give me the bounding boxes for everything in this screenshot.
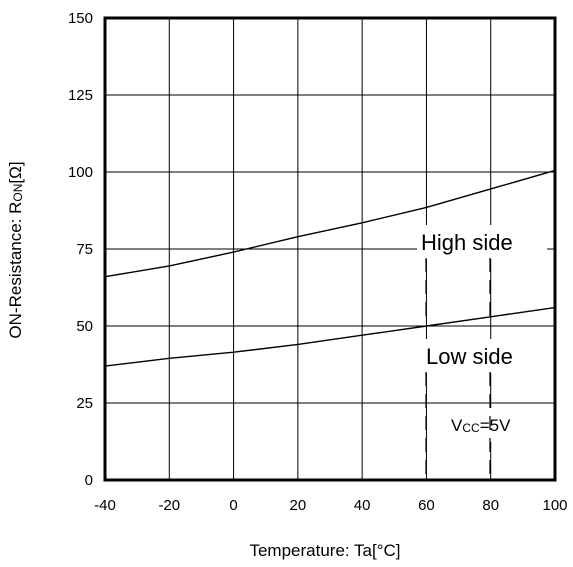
series-line-low-side (104, 306, 556, 367)
y-axis-title-main: ON-Resistance: R (6, 202, 25, 339)
data-series (104, 169, 556, 367)
x-tick-labels: -40 -20 0 20 40 60 80 100 (94, 497, 567, 514)
annotation-connectors (425, 258, 491, 478)
x-tick-label: 20 (290, 497, 307, 514)
annotation-backgrounds (417, 225, 550, 442)
y-tick-labels: 0 25 50 75 100 125 150 (68, 10, 93, 489)
condition-label-main: V (451, 416, 463, 435)
low-side-label: Low side (426, 344, 513, 369)
y-tick-label: 50 (76, 318, 93, 335)
condition-label-sub: CC (462, 421, 480, 435)
x-tick-label: -40 (94, 497, 116, 514)
x-tick-label: -20 (158, 497, 180, 514)
x-tick-label: 60 (418, 497, 435, 514)
x-tick-label: 0 (229, 497, 237, 514)
x-tick-label: 100 (542, 497, 567, 514)
plot-frame (103, 16, 557, 482)
y-tick-label: 25 (76, 395, 93, 412)
low-side-label-bg (420, 339, 550, 373)
x-axis-title: Temperature: Ta[°C] (249, 541, 400, 560)
y-axis-title: ON-Resistance: RON[Ω] (6, 161, 25, 338)
x-tick-label: 80 (482, 497, 499, 514)
series-line-high-side (104, 169, 556, 278)
y-tick-label: 125 (68, 87, 93, 104)
condition-label-bg (430, 408, 548, 442)
condition-label-rest: =5V (480, 416, 511, 435)
y-tick-label: 100 (68, 164, 93, 181)
y-tick-label: 150 (68, 10, 93, 27)
y-axis-title-unit: [Ω] (6, 161, 25, 183)
condition-label: VCC=5V (451, 416, 511, 435)
y-tick-label: 75 (76, 241, 93, 258)
high-side-label-bg (417, 225, 547, 259)
y-axis-title-sub: ON (11, 184, 25, 202)
high-side-label: High side (421, 230, 513, 255)
y-tick-label: 0 (85, 472, 93, 489)
x-tick-label: 40 (354, 497, 371, 514)
